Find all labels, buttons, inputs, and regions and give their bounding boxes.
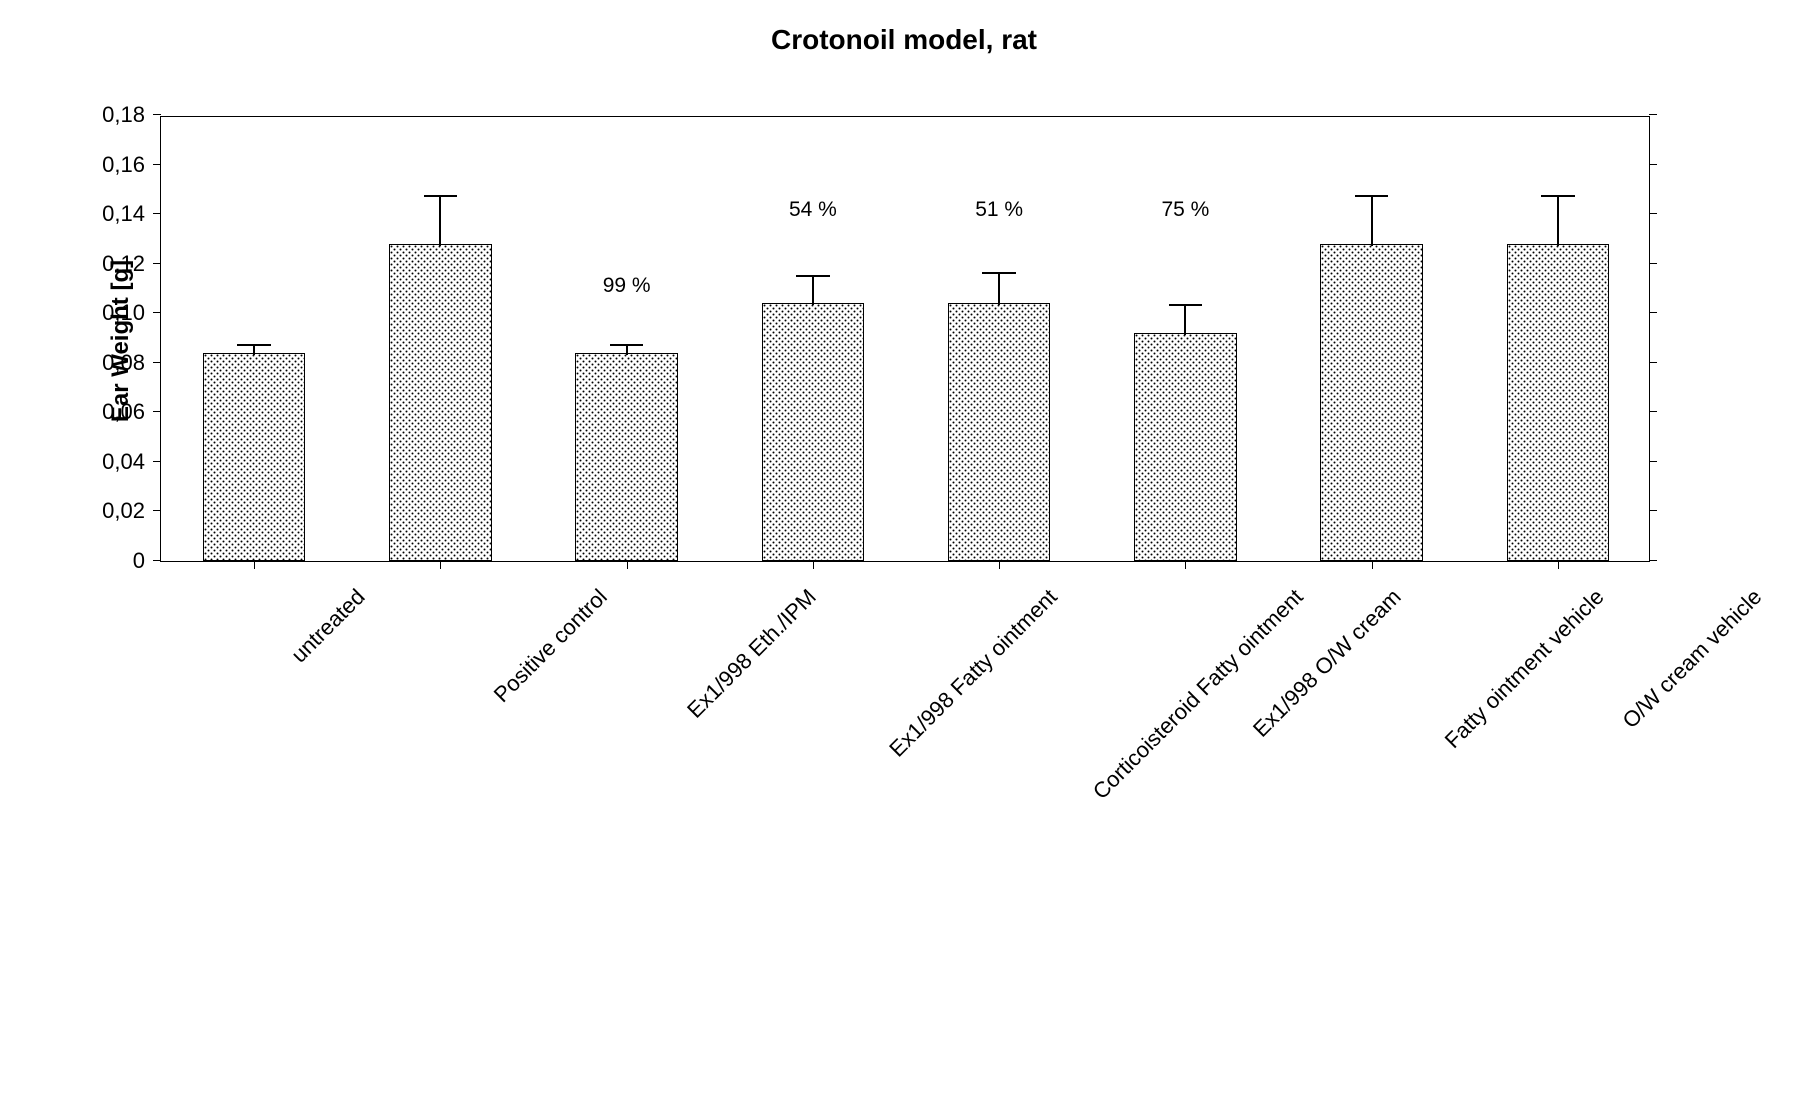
y-tick-mark-icon (1649, 263, 1657, 264)
error-bar-icon (812, 276, 814, 306)
y-tick-mark-icon (1649, 114, 1657, 115)
bar (762, 303, 864, 561)
error-bar-icon (1371, 196, 1373, 246)
x-tick-mark-icon (627, 561, 628, 569)
x-tick-mark-icon (1558, 561, 1559, 569)
y-tick-label: 0,18 (102, 102, 145, 128)
x-tick-mark-icon (999, 561, 1000, 569)
y-tick-mark-icon (1649, 461, 1657, 462)
y-tick-mark-icon (153, 164, 161, 165)
y-axis-label: Ear Weight [g] (107, 260, 135, 422)
error-cap-icon (610, 344, 644, 346)
x-tick-label: Fatty ointment vehicle (1439, 584, 1609, 754)
error-bar-icon (1184, 305, 1186, 335)
y-tick-mark-icon (153, 411, 161, 412)
y-tick-mark-icon (1649, 164, 1657, 165)
x-tick-label: Ex1/998 Eth./IPM (682, 584, 821, 723)
plot-area: 00,020,040,060,080,100,120,140,160,1899 … (160, 116, 1650, 562)
bar (1507, 244, 1609, 561)
bar-annotation: 51 % (975, 198, 1023, 222)
y-tick-mark-icon (1649, 312, 1657, 313)
bar (389, 244, 491, 561)
bar (1320, 244, 1422, 561)
y-tick-mark-icon (1649, 213, 1657, 214)
bar (203, 353, 305, 561)
bar (1134, 333, 1236, 561)
error-bar-icon (439, 196, 441, 246)
y-tick-mark-icon (153, 263, 161, 264)
y-tick-mark-icon (1649, 411, 1657, 412)
y-tick-mark-icon (153, 312, 161, 313)
bar-annotation: 75 % (1161, 198, 1209, 222)
y-tick-mark-icon (153, 362, 161, 363)
bar-annotation: 54 % (789, 198, 837, 222)
y-tick-mark-icon (153, 114, 161, 115)
x-tick-mark-icon (254, 561, 255, 569)
y-tick-mark-icon (153, 461, 161, 462)
y-tick-label: 0,14 (102, 201, 145, 227)
error-cap-icon (796, 275, 830, 277)
y-tick-label: 0,04 (102, 449, 145, 475)
error-bar-icon (253, 345, 255, 355)
y-tick-label: 0 (133, 548, 145, 574)
y-tick-mark-icon (153, 213, 161, 214)
y-tick-label: 0,02 (102, 498, 145, 524)
x-tick-label: Positive control (489, 584, 613, 708)
y-tick-mark-icon (1649, 510, 1657, 511)
x-tick-label: Ex1/998 Fatty ointment (884, 584, 1062, 762)
error-bar-icon (626, 345, 628, 355)
error-cap-icon (237, 344, 271, 346)
bar-annotation: 99 % (603, 274, 651, 298)
bar (948, 303, 1050, 561)
x-tick-label: untreated (286, 584, 370, 668)
x-tick-mark-icon (440, 561, 441, 569)
y-tick-mark-icon (1649, 560, 1657, 561)
x-tick-mark-icon (1185, 561, 1186, 569)
error-cap-icon (1355, 195, 1389, 197)
x-tick-label: Corticoisteroid Fatty ointment (1088, 584, 1309, 805)
x-tick-mark-icon (1372, 561, 1373, 569)
chart-title: Crotonoil model, rat (0, 24, 1808, 56)
y-tick-mark-icon (1649, 362, 1657, 363)
y-tick-label: 0,16 (102, 152, 145, 178)
error-cap-icon (1541, 195, 1575, 197)
x-tick-mark-icon (813, 561, 814, 569)
x-tick-label: O/W cream vehicle (1617, 584, 1767, 734)
error-bar-icon (1557, 196, 1559, 246)
y-tick-mark-icon (153, 560, 161, 561)
error-cap-icon (424, 195, 458, 197)
error-cap-icon (982, 272, 1016, 274)
error-bar-icon (998, 273, 1000, 305)
bar (575, 353, 677, 561)
y-tick-mark-icon (153, 510, 161, 511)
error-cap-icon (1169, 304, 1203, 306)
